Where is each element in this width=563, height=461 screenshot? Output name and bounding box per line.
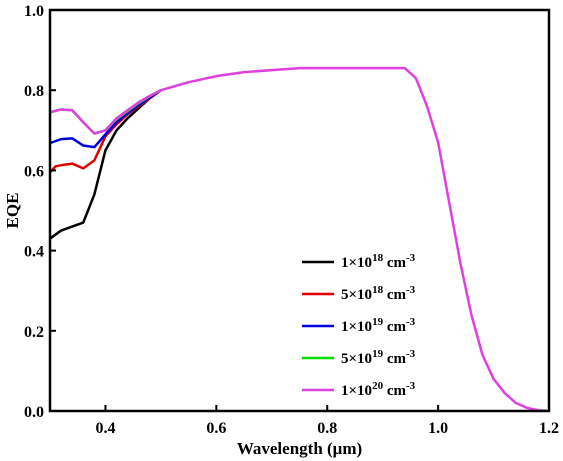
y-tick-label: 0.8	[24, 83, 44, 100]
series-line-5	[49, 66, 550, 413]
x-tick-label: 0.4	[95, 420, 115, 437]
y-tick-label: 1.0	[24, 3, 44, 20]
x-tick-label: 1.0	[428, 420, 448, 437]
y-tick-label: 0.0	[24, 404, 44, 421]
plot-frame	[48, 8, 551, 413]
y-tick-label: 0.6	[24, 163, 44, 180]
y-axis-title: EQE	[3, 193, 22, 229]
x-tick-label: 0.6	[206, 420, 226, 437]
series-line-4	[49, 89, 162, 135]
legend-label-3: 1×1019 cm-3	[341, 316, 416, 335]
x-axis-title: Wavelength (μm)	[237, 439, 362, 458]
legend-label-1: 1×1018 cm-3	[341, 252, 416, 271]
x-tick-label: 1.2	[539, 420, 559, 437]
series-lines	[49, 66, 550, 413]
series-line-3	[49, 89, 162, 149]
axis-ticks: 0.4 0.6 0.8 1.0 1.2 0.0 0.2 0.4 0.6 0.8 1.0	[24, 3, 559, 437]
legend: 1×1018 cm-3 5×1018 cm-3 1×1019 cm-3 5×1019 …	[302, 252, 416, 399]
y-tick-label: 0.4	[24, 244, 44, 261]
x-tick-label: 0.8	[317, 420, 337, 437]
legend-label-2: 5×1018 cm-3	[341, 284, 416, 303]
legend-label-5: 1×1020 cm-3	[341, 380, 416, 399]
y-tick-label: 0.2	[24, 324, 44, 341]
legend-label-4: 5×1019 cm-3	[341, 348, 416, 367]
